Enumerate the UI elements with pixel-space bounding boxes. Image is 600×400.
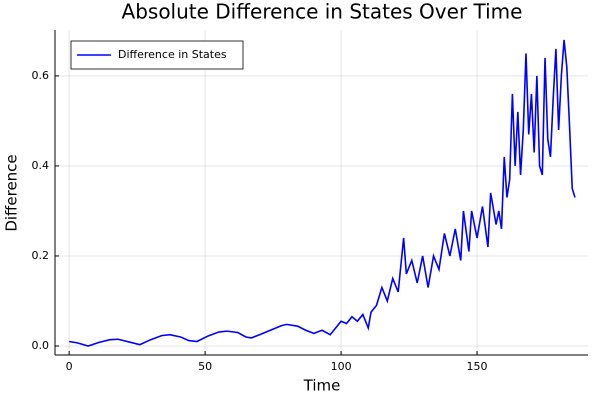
y-axis-label: Difference	[3, 154, 21, 231]
y-tick-label: 0.6	[32, 69, 50, 82]
y-tick-label: 0.2	[32, 249, 50, 262]
x-tick-label: 100	[331, 360, 352, 373]
legend-label: Difference in States	[118, 48, 227, 61]
x-axis-label: Time	[303, 377, 341, 395]
x-tick-label: 50	[198, 360, 212, 373]
chart-title: Absolute Difference in States Over Time	[122, 0, 523, 24]
y-tick-label: 0.4	[32, 159, 50, 172]
data-line	[69, 39, 576, 347]
y-tick-label: 0.0	[32, 339, 50, 352]
x-tick-label: 0	[66, 360, 73, 373]
x-tick-label: 150	[467, 360, 488, 373]
legend-box	[70, 40, 244, 70]
